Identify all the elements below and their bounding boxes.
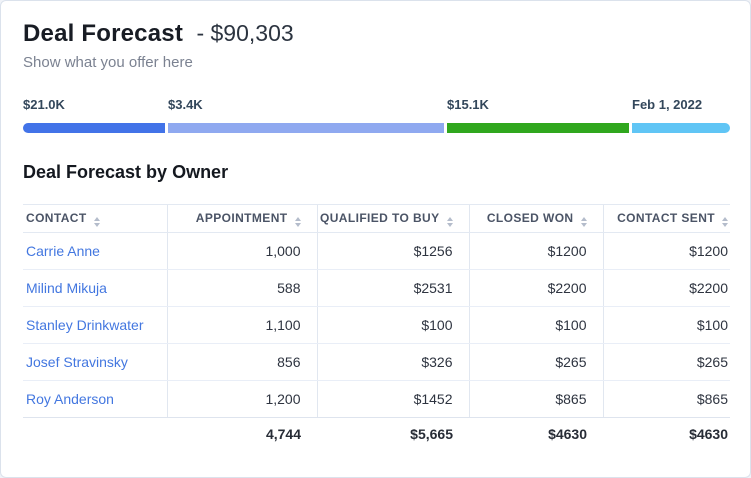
cell-contact: Stanley Drinkwater [23, 306, 167, 344]
contact-link[interactable]: Josef Stravinsky [26, 354, 128, 370]
column-header-qualified-to-buy[interactable]: Qualified to Buy [316, 204, 469, 233]
sort-icon [580, 216, 587, 227]
sort-icon [446, 216, 453, 227]
progress-segment [23, 123, 165, 133]
table-row: Carrie Anne 1,000 $1256 $1200 $1200 [23, 232, 730, 270]
contact-link[interactable]: Stanley Drinkwater [26, 317, 144, 333]
column-header-appointment[interactable]: Appointment [166, 204, 317, 233]
total-contact-sent: $4630 [689, 426, 728, 443]
total-qualified-to-buy: $5,665 [410, 426, 453, 443]
cell-contact: Milind Mikuja [23, 269, 167, 307]
cell-contact: Roy Anderson [23, 380, 167, 418]
cell-qualified-to-buy: $1452 [316, 380, 469, 418]
cell-appointment: 588 [166, 269, 317, 307]
progress-segment [168, 123, 444, 133]
progress-segment [632, 123, 730, 133]
cell-closed-won: $265 [468, 343, 603, 381]
table-row: Stanley Drinkwater 1,100 $100 $100 $100 [23, 306, 730, 344]
progress-segment-label: $15.1K [447, 97, 489, 112]
cell-contact-sent: $100 [602, 306, 730, 344]
total-appointment: 4,744 [265, 426, 301, 443]
cell-appointment: 1,100 [166, 306, 317, 344]
forecast-progress: $21.0K $3.4K $15.1K Feb 1, 2022 [23, 97, 730, 133]
column-header-label: Contact [26, 210, 87, 225]
cell-contact-sent: $2200 [602, 269, 730, 307]
cell-closed-won: $100 [468, 306, 603, 344]
sort-icon [294, 216, 301, 227]
progress-bar [23, 123, 730, 133]
table-row: Milind Mikuja 588 $2531 $2200 $2200 [23, 269, 730, 307]
cell-qualified-to-buy: $2531 [316, 269, 469, 307]
cell-closed-won: $1200 [468, 232, 603, 270]
totals-empty-cell [23, 418, 167, 451]
deal-forecast-table: Contact Appointment Qualified to Buy Clo… [23, 204, 730, 451]
cell-appointment: 1,000 [166, 232, 317, 270]
page-subtitle: Show what you offer here [23, 54, 193, 71]
section-title: Deal Forecast by Owner [23, 162, 229, 182]
table-row: Roy Anderson 1,200 $1452 $865 $865 [23, 380, 730, 418]
totals-row: 4,744 $5,665 $4630 $4630 [23, 418, 730, 451]
cell-contact: Carrie Anne [23, 232, 167, 270]
cell-contact-sent: $265 [602, 343, 730, 381]
cell-qualified-to-buy: $100 [316, 306, 469, 344]
contact-link[interactable]: Milind Mikuja [26, 280, 107, 296]
sort-icon [722, 216, 728, 227]
total-closed-won: $4630 [548, 426, 587, 443]
progress-segment-label: Feb 1, 2022 [632, 97, 703, 112]
column-header-closed-won[interactable]: Closed Won [468, 204, 603, 233]
column-header-contact-sent[interactable]: Contact Sent [602, 204, 730, 233]
page-title-amount: - $90,303 [196, 20, 294, 46]
cell-closed-won: $865 [468, 380, 603, 418]
cell-appointment: 1,200 [166, 380, 317, 418]
table-row: Josef Stravinsky 856 $326 $265 $265 [23, 343, 730, 381]
cell-qualified-to-buy: $326 [316, 343, 469, 381]
column-header-label: Contact Sent [617, 210, 715, 225]
column-header-label: Appointment [195, 210, 288, 225]
progress-segment-label: $3.4K [168, 97, 203, 112]
cell-appointment: 856 [166, 343, 317, 381]
page-title: Deal Forecast - $90,303 [23, 20, 728, 48]
page-title-main: Deal Forecast [23, 20, 184, 47]
cell-contact-sent: $1200 [602, 232, 730, 270]
column-header-label: Qualified to Buy [319, 210, 440, 225]
progress-segment-label: $21.0K [23, 97, 65, 112]
cell-contact: Josef Stravinsky [23, 343, 167, 381]
contact-link[interactable]: Roy Anderson [26, 391, 114, 407]
table-header-row: Contact Appointment Qualified to Buy Clo… [23, 204, 730, 233]
column-header-label: Closed Won [486, 210, 574, 225]
cell-qualified-to-buy: $1256 [316, 232, 469, 270]
contact-link[interactable]: Carrie Anne [26, 243, 100, 259]
progress-segment [447, 123, 629, 133]
progress-labels: $21.0K $3.4K $15.1K Feb 1, 2022 [23, 97, 730, 114]
sort-icon [93, 216, 100, 227]
cell-contact-sent: $865 [602, 380, 730, 418]
cell-closed-won: $2200 [468, 269, 603, 307]
column-header-contact[interactable]: Contact [23, 204, 167, 233]
